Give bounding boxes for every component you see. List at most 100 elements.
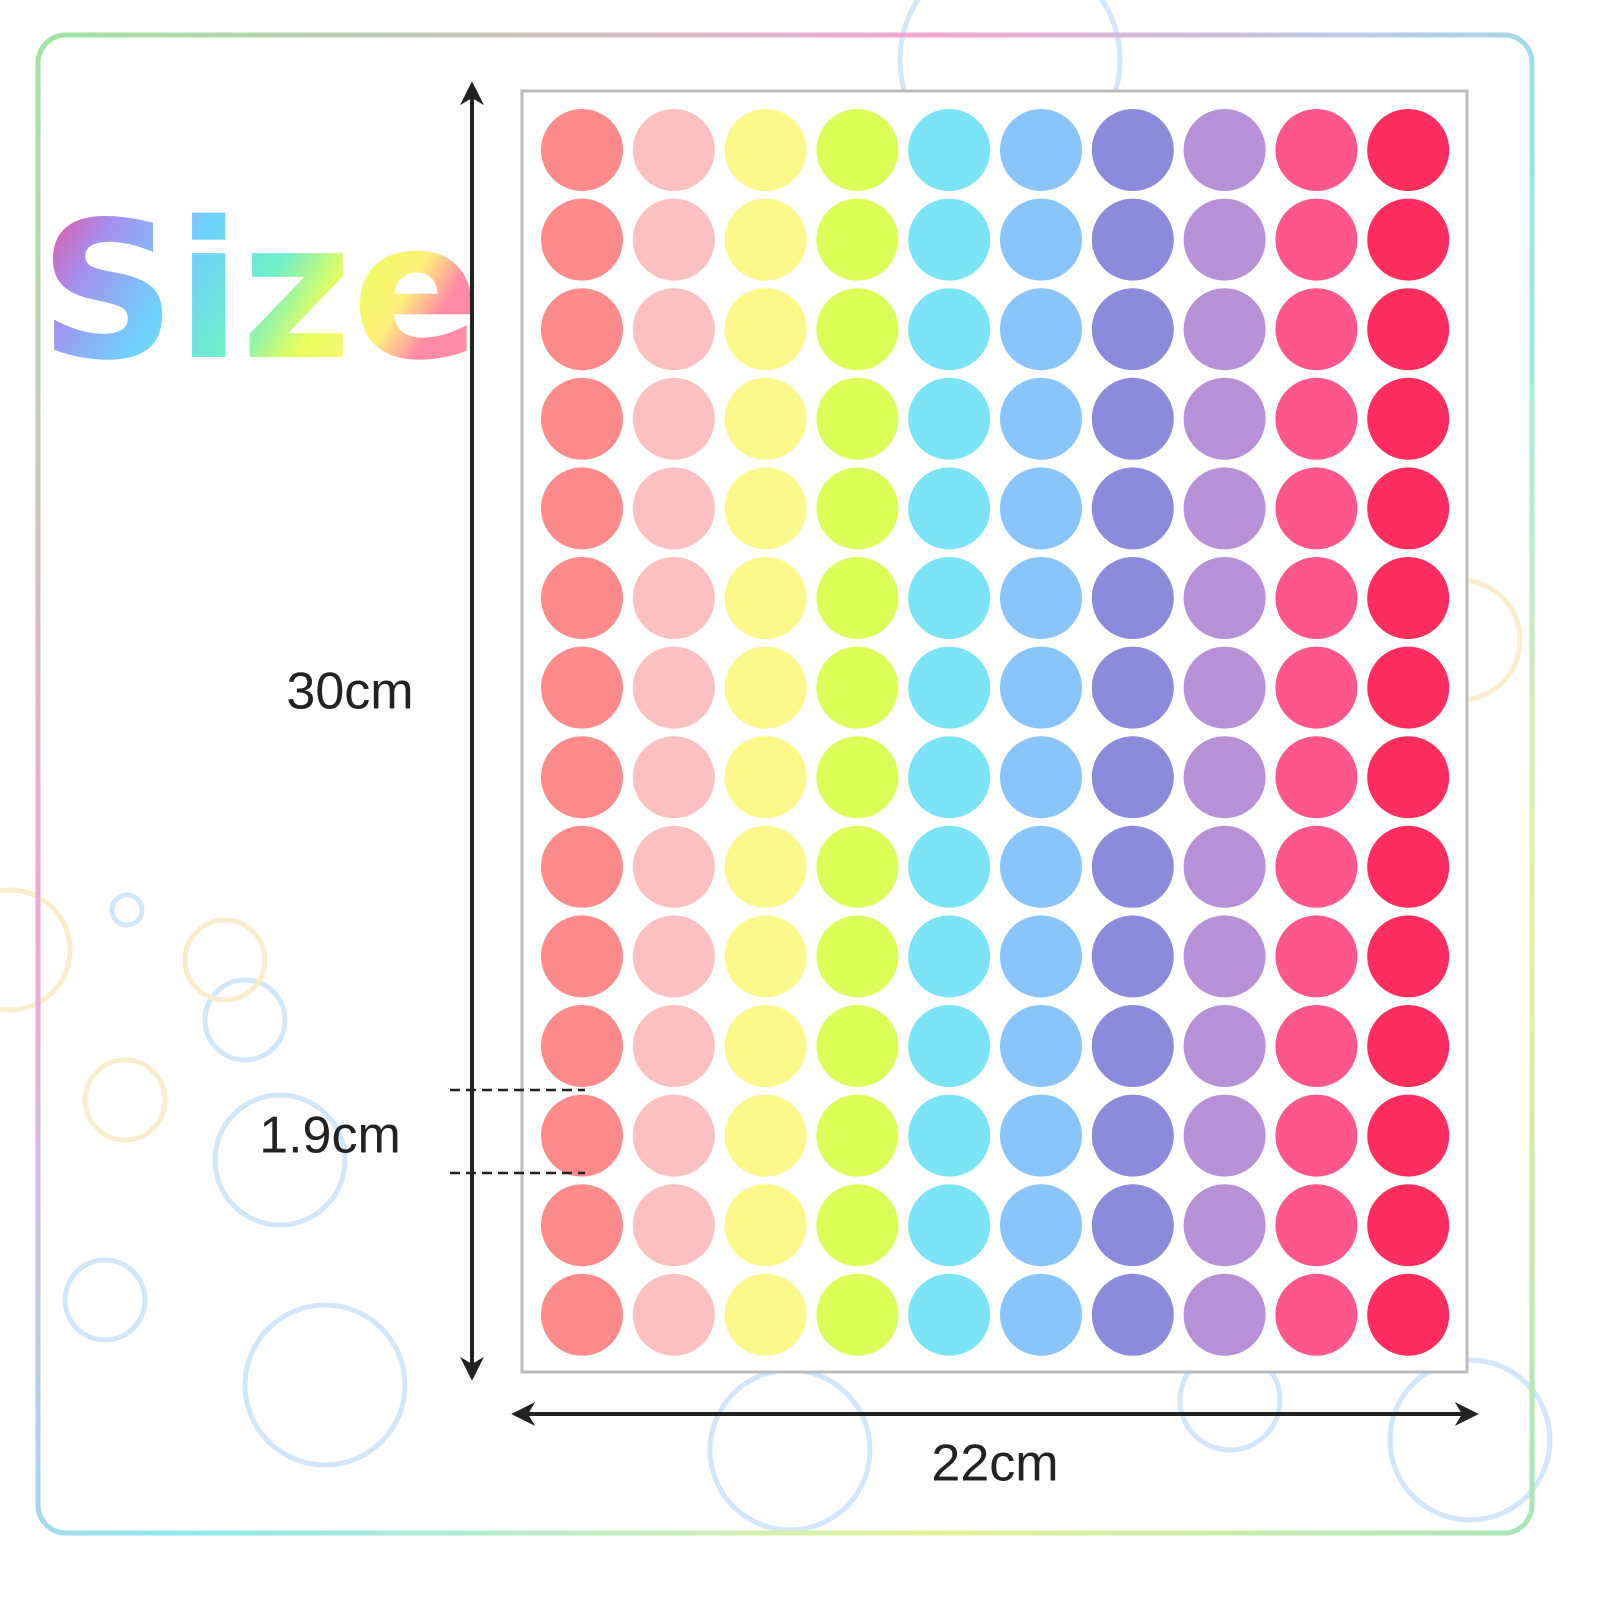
sticker-dot bbox=[1275, 288, 1358, 371]
sticker-dot bbox=[1183, 646, 1266, 729]
frame bbox=[35, 32, 1535, 1536]
sticker-dot bbox=[632, 1094, 715, 1177]
sticker-dot bbox=[1000, 1094, 1082, 1177]
sticker-dot bbox=[1091, 198, 1174, 281]
sticker-dot bbox=[908, 1184, 991, 1267]
sticker-dot bbox=[1183, 557, 1266, 639]
sticker-dot bbox=[908, 1094, 991, 1177]
sticker-dot bbox=[1367, 467, 1450, 550]
sticker-dot bbox=[1183, 109, 1266, 191]
sticker-dot bbox=[1000, 377, 1082, 460]
sticker-dot bbox=[908, 646, 991, 729]
sticker-dot bbox=[1091, 1005, 1174, 1087]
sticker-dot bbox=[1367, 1005, 1450, 1087]
sticker-dot bbox=[541, 288, 623, 371]
sticker-dot bbox=[1183, 467, 1266, 550]
sticker-dot bbox=[1275, 557, 1358, 639]
sticker-dot bbox=[908, 288, 991, 371]
sticker-dot bbox=[1367, 288, 1450, 371]
sticker-sheet bbox=[520, 89, 1469, 1374]
sticker-dot bbox=[908, 467, 991, 550]
title: Size bbox=[39, 181, 480, 402]
sticker-dot bbox=[1091, 915, 1174, 998]
height-label: 30cm bbox=[286, 663, 413, 721]
sticker-dot bbox=[1000, 1273, 1082, 1356]
sticker-dot bbox=[1091, 109, 1174, 191]
sticker-dot bbox=[1275, 1273, 1358, 1356]
sticker-dot bbox=[724, 736, 807, 819]
sticker-dot bbox=[1000, 467, 1082, 550]
sticker-dot bbox=[1091, 736, 1174, 819]
sticker-dot bbox=[816, 736, 899, 819]
sticker-dot bbox=[724, 109, 807, 191]
sticker-dot bbox=[541, 1005, 623, 1087]
sticker-dot bbox=[1091, 825, 1174, 908]
sticker-dot bbox=[632, 825, 715, 908]
sticker-dot bbox=[816, 1273, 899, 1356]
sticker-dot bbox=[1000, 825, 1082, 908]
sticker-dot bbox=[541, 646, 623, 729]
sticker-dot bbox=[541, 557, 623, 639]
sticker-dots bbox=[541, 109, 1450, 1356]
sticker-dot bbox=[1275, 1094, 1358, 1177]
sticker-dot bbox=[1000, 915, 1082, 998]
sticker-dot bbox=[541, 1094, 623, 1177]
sticker-dot bbox=[724, 198, 807, 281]
sticker-dot bbox=[1183, 1094, 1266, 1177]
sticker-dot bbox=[908, 1273, 991, 1356]
sticker-dot bbox=[1367, 646, 1450, 729]
sticker-dot bbox=[724, 1005, 807, 1087]
sticker-dot bbox=[908, 377, 991, 460]
sticker-dot bbox=[1367, 736, 1450, 819]
sticker-dot bbox=[632, 557, 715, 639]
sticker-dot bbox=[816, 646, 899, 729]
sticker-dot bbox=[632, 467, 715, 550]
sticker-dot bbox=[816, 915, 899, 998]
sticker-dot bbox=[816, 288, 899, 371]
sticker-dot bbox=[908, 109, 991, 191]
sticker-dot bbox=[908, 198, 991, 281]
sticker-dot bbox=[632, 198, 715, 281]
sticker-dot bbox=[1000, 198, 1082, 281]
sticker-dot bbox=[816, 1005, 899, 1087]
sticker-dot bbox=[908, 557, 991, 639]
sticker-dot bbox=[908, 736, 991, 819]
sticker-dot bbox=[816, 109, 899, 191]
sticker-dot bbox=[1275, 915, 1358, 998]
sticker-dot bbox=[724, 467, 807, 550]
sticker-dot bbox=[1275, 1005, 1358, 1087]
sticker-dot bbox=[1183, 288, 1266, 371]
sticker-dot bbox=[632, 377, 715, 460]
sticker-dot bbox=[1091, 1184, 1174, 1267]
sticker-dot bbox=[1091, 1273, 1174, 1356]
sticker-dot bbox=[632, 288, 715, 371]
sticker-dot bbox=[1091, 557, 1174, 639]
sticker-dot bbox=[1091, 288, 1174, 371]
sticker-dot bbox=[632, 1273, 715, 1356]
sticker-dot bbox=[1275, 646, 1358, 729]
sticker-dot bbox=[724, 825, 807, 908]
sticker-dot bbox=[1000, 1005, 1082, 1087]
sticker-dot bbox=[541, 736, 623, 819]
sticker-dot bbox=[1000, 109, 1082, 191]
dot-size-label: 1.9cm bbox=[259, 1107, 401, 1165]
sticker-dot bbox=[541, 109, 623, 191]
sticker-dot bbox=[1091, 467, 1174, 550]
sticker-dot bbox=[1367, 1273, 1450, 1356]
sticker-dot bbox=[1000, 288, 1082, 371]
sticker-dot bbox=[541, 1273, 623, 1356]
width-label: 22cm bbox=[931, 1435, 1058, 1493]
sticker-dot bbox=[816, 1094, 899, 1177]
sticker-dot bbox=[1183, 198, 1266, 281]
sticker-dot bbox=[816, 557, 899, 639]
sticker-dot bbox=[632, 109, 715, 191]
sticker-dot bbox=[1367, 1094, 1450, 1177]
sticker-dot bbox=[816, 377, 899, 460]
sticker-dot bbox=[541, 915, 623, 998]
sticker-dot bbox=[1275, 1184, 1358, 1267]
sticker-dot bbox=[1367, 377, 1450, 460]
sticker-dot bbox=[1367, 557, 1450, 639]
sticker-dot bbox=[1183, 825, 1266, 908]
sticker-dot bbox=[541, 825, 623, 908]
